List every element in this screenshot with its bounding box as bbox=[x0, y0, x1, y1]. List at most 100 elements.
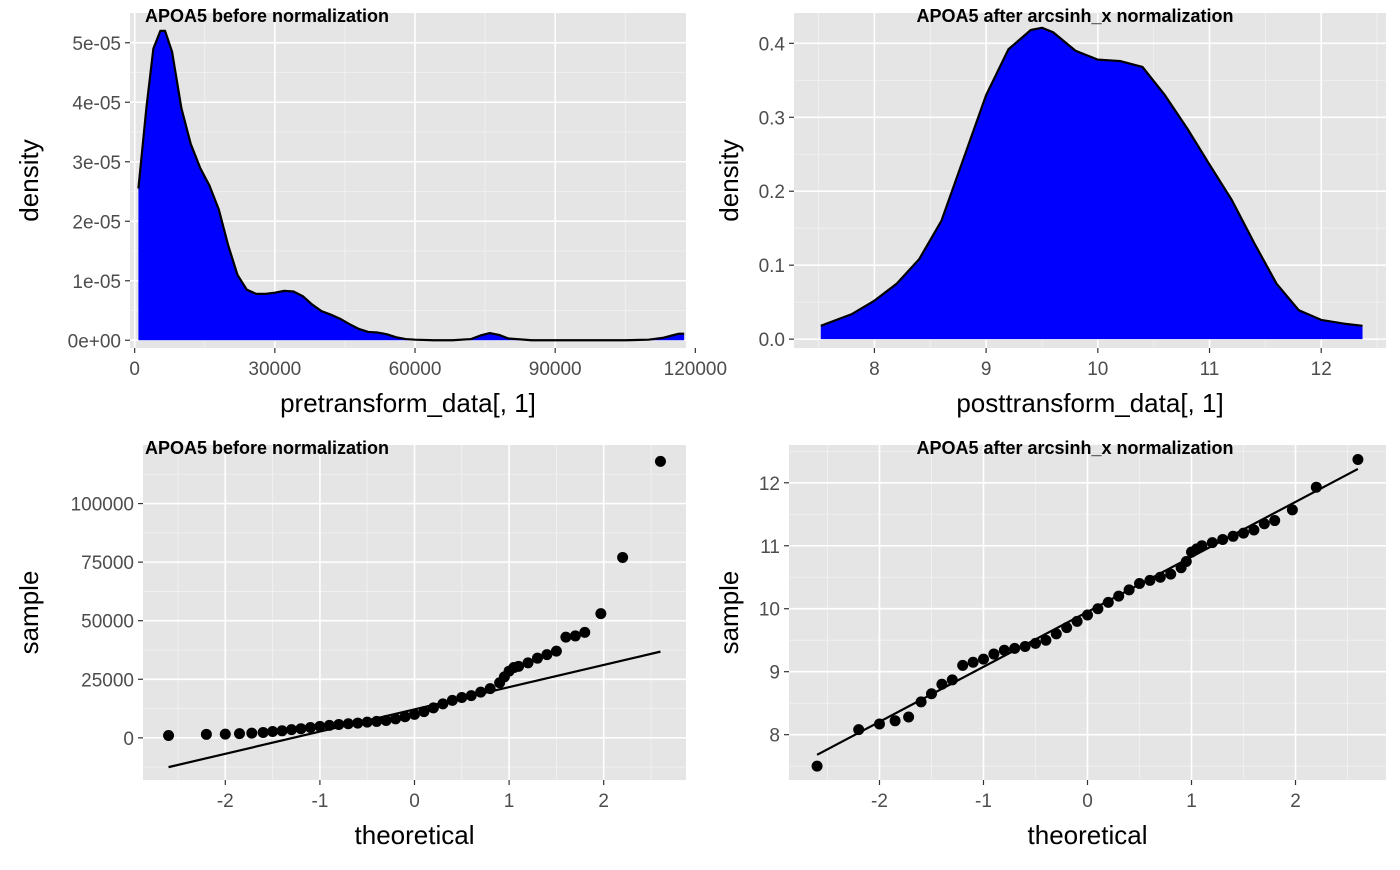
qq-point bbox=[1238, 527, 1250, 539]
qq-point bbox=[267, 726, 279, 738]
qq-point bbox=[1227, 530, 1239, 542]
qq-point bbox=[475, 686, 487, 698]
qq-point bbox=[522, 657, 534, 669]
x-tick-label: 1 bbox=[1186, 791, 1197, 812]
x-tick-label: 0 bbox=[1082, 791, 1093, 812]
y-axis-title: density bbox=[14, 139, 44, 221]
y-axis-title: density bbox=[714, 139, 744, 221]
y-tick-label: 0.0 bbox=[759, 330, 785, 351]
y-tick-label: 12 bbox=[759, 474, 780, 495]
qq-point bbox=[1269, 515, 1281, 527]
y-tick-label: 75000 bbox=[81, 553, 134, 574]
y-tick-label: 4e-05 bbox=[72, 93, 121, 114]
qq-point bbox=[513, 660, 525, 672]
x-tick-label: -2 bbox=[217, 791, 234, 812]
density-area bbox=[820, 27, 1363, 340]
qq-point bbox=[560, 631, 572, 643]
qq-point bbox=[200, 728, 212, 740]
qq-point bbox=[1050, 628, 1062, 640]
chart-panel-1: 0 30000 60000 90000 120000 0e+00 1e-05 2e-05 3e-… bbox=[14, 6, 727, 418]
qq-point bbox=[1009, 642, 1021, 654]
qq-point bbox=[873, 718, 885, 730]
qq-point bbox=[853, 724, 865, 736]
qq-point bbox=[484, 683, 496, 695]
x-tick-label: 11 bbox=[1200, 359, 1220, 380]
x-axis-title: pretransform_data[, 1] bbox=[280, 388, 536, 418]
qq-point bbox=[1310, 481, 1322, 493]
y-tick-label: 0.4 bbox=[759, 34, 786, 55]
qq-point bbox=[1102, 596, 1114, 608]
qq-point bbox=[219, 728, 231, 740]
x-tick-label: -1 bbox=[975, 791, 992, 812]
qq-point bbox=[1180, 555, 1192, 567]
y-tick-label: 3e-05 bbox=[72, 153, 121, 174]
panel-title: APOA5 after arcsinh_x normalization bbox=[916, 438, 1233, 458]
qq-point bbox=[1154, 571, 1166, 583]
qq-point bbox=[276, 725, 288, 737]
qq-point bbox=[811, 760, 823, 772]
qq-point bbox=[977, 653, 989, 665]
qq-point bbox=[531, 652, 543, 664]
qq-point bbox=[456, 692, 468, 704]
qq-point bbox=[361, 716, 373, 728]
x-tick-label: 30000 bbox=[248, 359, 301, 380]
x-tick-label: 2 bbox=[1290, 791, 1301, 812]
x-tick-label: 120000 bbox=[664, 359, 727, 380]
qq-point bbox=[1040, 634, 1052, 646]
y-tick-label: 10 bbox=[759, 600, 780, 621]
density-curve bbox=[137, 29, 685, 342]
qq-point bbox=[998, 644, 1010, 656]
qq-point bbox=[342, 718, 354, 730]
qq-point bbox=[1113, 590, 1125, 602]
qq-point bbox=[946, 674, 958, 686]
x-tick-label: 8 bbox=[869, 359, 880, 380]
qq-point bbox=[304, 722, 316, 734]
density-area bbox=[138, 30, 685, 341]
y-tick-label: 0 bbox=[123, 729, 134, 750]
qq-point bbox=[550, 645, 562, 657]
qq-point bbox=[399, 711, 411, 723]
x-tick-label: -2 bbox=[871, 791, 888, 812]
qq-point bbox=[967, 656, 979, 668]
qq-point bbox=[257, 726, 269, 738]
qq-point bbox=[437, 698, 449, 710]
qq-point bbox=[654, 455, 666, 467]
qq-point bbox=[1258, 518, 1270, 530]
chart-panel-3: -2 -1 0 1 2 0 25000 50000 75000 100000 theoretical… bbox=[14, 438, 686, 850]
qq-point bbox=[541, 649, 553, 661]
y-tick-label: 0.2 bbox=[759, 182, 785, 203]
qq-point bbox=[390, 713, 402, 725]
qq-point bbox=[889, 715, 901, 727]
qq-point bbox=[1165, 568, 1177, 580]
qq-point bbox=[1061, 622, 1073, 634]
qq-point bbox=[427, 702, 439, 714]
qq-point bbox=[1123, 584, 1135, 596]
qq-point bbox=[957, 659, 969, 671]
qq-point bbox=[1144, 574, 1156, 586]
y-tick-label: 11 bbox=[760, 537, 780, 558]
qq-point bbox=[295, 723, 307, 735]
qq-point bbox=[1206, 537, 1218, 549]
x-tick-label: 12 bbox=[1311, 359, 1332, 380]
panel-title: APOA5 after arcsinh_x normalization bbox=[916, 6, 1233, 26]
y-tick-label: 0e+00 bbox=[68, 331, 121, 352]
qq-point bbox=[925, 688, 937, 700]
qq-point bbox=[903, 711, 915, 723]
qq-point bbox=[333, 718, 345, 730]
y-tick-label: 9 bbox=[769, 663, 780, 684]
x-tick-label: -1 bbox=[311, 791, 328, 812]
panel-title: APOA5 before normalization bbox=[145, 438, 389, 458]
x-tick-label: 0 bbox=[409, 791, 420, 812]
x-axis-title: theoretical bbox=[355, 820, 475, 850]
x-axis-title: theoretical bbox=[1028, 820, 1148, 850]
qq-point bbox=[352, 717, 364, 729]
qq-point bbox=[380, 715, 392, 726]
qq-point bbox=[314, 720, 326, 732]
x-tick-label: 9 bbox=[981, 359, 992, 380]
qq-point bbox=[371, 715, 383, 727]
density-curve bbox=[820, 26, 1363, 327]
qq-point bbox=[409, 708, 420, 720]
qq-point bbox=[1071, 615, 1083, 627]
